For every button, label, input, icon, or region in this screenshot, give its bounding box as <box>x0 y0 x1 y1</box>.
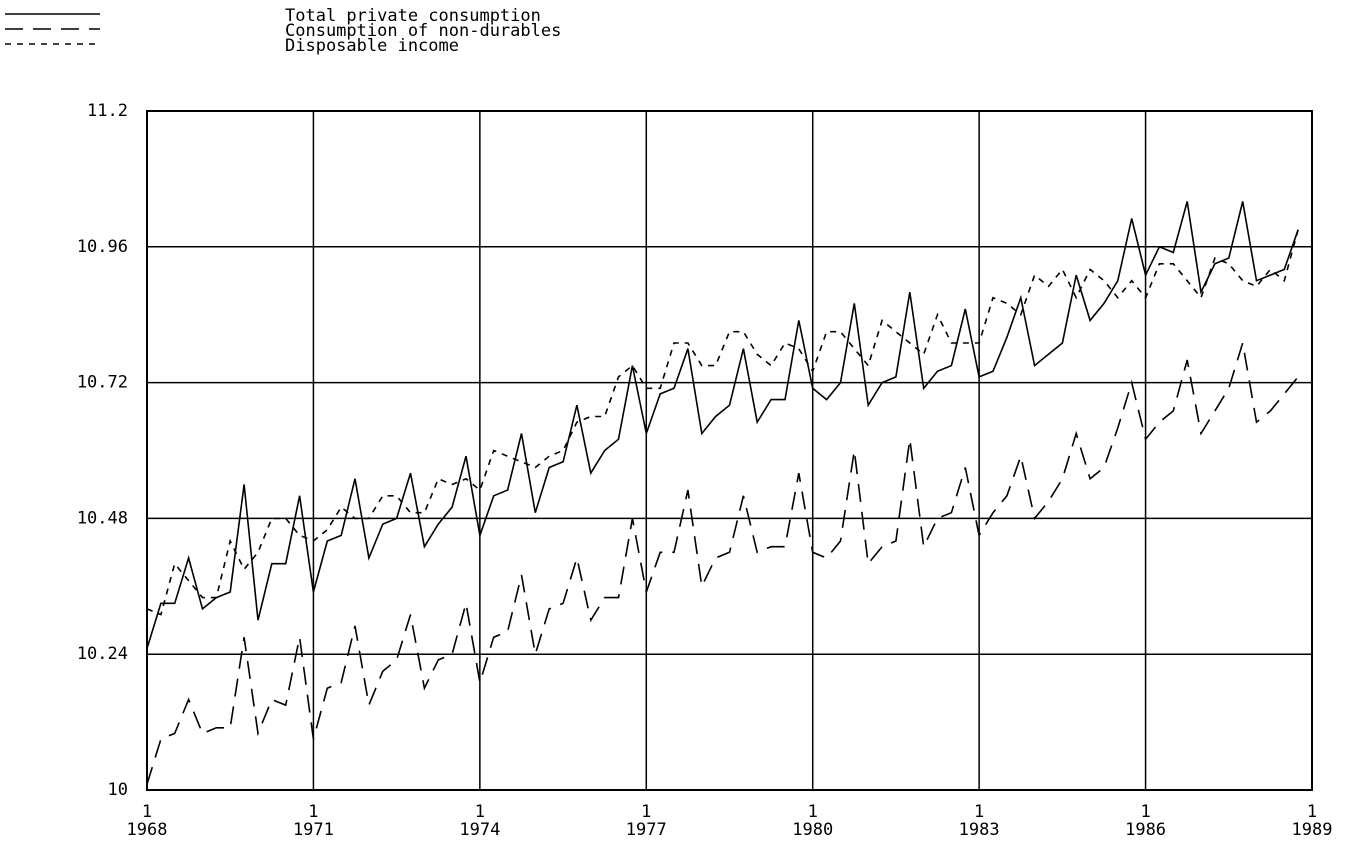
legend-label: Consumption of non-durables <box>285 21 561 41</box>
x-tick-label: 1989 <box>1292 820 1333 840</box>
x-tick-label: 1980 <box>792 820 833 840</box>
legend-label: Disposable income <box>285 36 459 56</box>
y-tick-label: 10.24 <box>77 644 128 664</box>
legend-label: Total private consumption <box>285 6 541 26</box>
x-tick-period: 1 <box>974 802 984 822</box>
x-tick-period: 1 <box>308 802 318 822</box>
x-tick-label: 1968 <box>127 820 168 840</box>
y-tick-label: 11.2 <box>87 101 128 121</box>
x-tick-period: 1 <box>641 802 651 822</box>
y-tick-label: 10.96 <box>77 237 128 257</box>
x-tick-label: 1971 <box>293 820 334 840</box>
x-tick-period: 1 <box>808 802 818 822</box>
x-tick-period: 1 <box>1307 802 1317 822</box>
y-tick-label: 10.72 <box>77 373 128 393</box>
plot-frame <box>146 110 1313 791</box>
x-tick-label: 1974 <box>459 820 500 840</box>
series-line <box>146 342 1299 785</box>
x-tick-period: 1 <box>475 802 485 822</box>
y-tick-label: 10.48 <box>77 508 128 528</box>
y-tick-label: 10 <box>108 780 128 800</box>
x-tick-label: 1986 <box>1125 820 1166 840</box>
series-line <box>146 229 1299 616</box>
series-line <box>146 201 1299 649</box>
x-tick-label: 1983 <box>959 820 1000 840</box>
x-tick-label: 1977 <box>626 820 667 840</box>
x-tick-period: 1 <box>1140 802 1150 822</box>
x-tick-period: 1 <box>142 802 152 822</box>
